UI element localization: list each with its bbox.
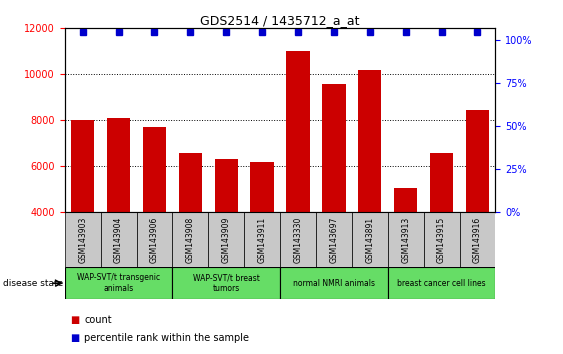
Text: GSM143906: GSM143906 bbox=[150, 217, 159, 263]
Text: GSM143908: GSM143908 bbox=[186, 217, 195, 263]
Text: ■: ■ bbox=[70, 333, 79, 343]
Bar bbox=[208, 212, 244, 267]
Text: GSM143904: GSM143904 bbox=[114, 217, 123, 263]
Bar bbox=[137, 212, 172, 267]
Text: GSM143330: GSM143330 bbox=[293, 217, 302, 263]
Bar bbox=[466, 110, 489, 304]
Bar bbox=[172, 212, 208, 267]
Text: GSM143891: GSM143891 bbox=[365, 217, 374, 263]
Text: WAP-SVT/t breast
tumors: WAP-SVT/t breast tumors bbox=[193, 274, 260, 293]
Text: ■: ■ bbox=[70, 315, 79, 325]
Bar bbox=[459, 212, 495, 267]
Text: breast cancer cell lines: breast cancer cell lines bbox=[397, 279, 486, 288]
Bar bbox=[244, 212, 280, 267]
Bar bbox=[424, 212, 459, 267]
Bar bbox=[101, 212, 137, 267]
Text: GSM143911: GSM143911 bbox=[258, 217, 267, 263]
Text: GSM143916: GSM143916 bbox=[473, 217, 482, 263]
Bar bbox=[388, 212, 424, 267]
Bar bbox=[280, 267, 388, 299]
Bar bbox=[352, 212, 388, 267]
Bar bbox=[316, 212, 352, 267]
Bar bbox=[287, 51, 310, 304]
Title: GDS2514 / 1435712_a_at: GDS2514 / 1435712_a_at bbox=[200, 14, 360, 27]
Bar bbox=[172, 267, 280, 299]
Bar bbox=[358, 70, 382, 304]
Text: GSM143913: GSM143913 bbox=[401, 217, 410, 263]
Bar bbox=[65, 267, 172, 299]
Bar bbox=[143, 127, 166, 304]
Text: disease state: disease state bbox=[3, 279, 63, 288]
Text: WAP-SVT/t transgenic
animals: WAP-SVT/t transgenic animals bbox=[77, 274, 160, 293]
Text: percentile rank within the sample: percentile rank within the sample bbox=[84, 333, 249, 343]
Bar bbox=[388, 267, 495, 299]
Bar bbox=[430, 153, 453, 304]
Bar bbox=[251, 162, 274, 304]
Bar bbox=[322, 84, 346, 304]
Text: normal NMRI animals: normal NMRI animals bbox=[293, 279, 375, 288]
Bar bbox=[280, 212, 316, 267]
Bar bbox=[394, 188, 417, 304]
Text: GSM143903: GSM143903 bbox=[78, 217, 87, 263]
Text: count: count bbox=[84, 315, 112, 325]
Bar bbox=[71, 120, 95, 304]
Bar bbox=[215, 160, 238, 304]
Bar bbox=[178, 153, 202, 304]
Text: GSM143915: GSM143915 bbox=[437, 217, 446, 263]
Text: GSM143909: GSM143909 bbox=[222, 217, 231, 263]
Bar bbox=[107, 118, 130, 304]
Text: GSM143697: GSM143697 bbox=[329, 217, 338, 263]
Bar bbox=[65, 212, 101, 267]
